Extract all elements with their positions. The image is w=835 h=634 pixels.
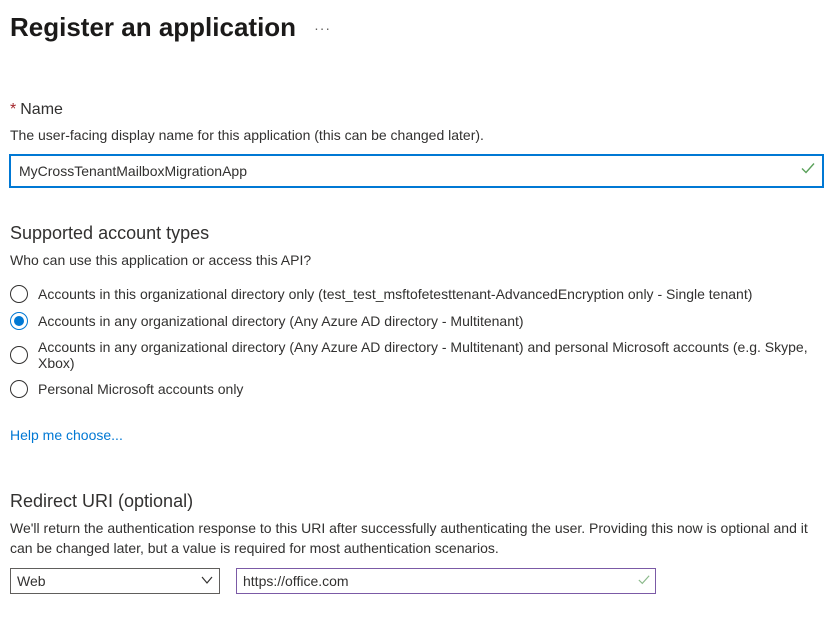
- account-type-option-2[interactable]: Accounts in any organizational directory…: [10, 335, 825, 376]
- chevron-down-icon: [201, 573, 213, 589]
- platform-dropdown-value: Web: [17, 573, 46, 589]
- account-type-option-0[interactable]: Accounts in this organizational director…: [10, 281, 825, 308]
- account-type-option-label: Personal Microsoft accounts only: [38, 381, 243, 397]
- account-type-option-label: Accounts in this organizational director…: [38, 286, 752, 302]
- name-helper-text: The user-facing display name for this ap…: [10, 125, 825, 145]
- name-label-text: Name: [20, 101, 63, 118]
- account-type-option-label: Accounts in any organizational directory…: [38, 313, 524, 329]
- redirect-heading: Redirect URI (optional): [10, 491, 825, 512]
- account-types-heading: Supported account types: [10, 223, 825, 244]
- redirect-uri-input[interactable]: [236, 568, 656, 594]
- help-me-choose-link[interactable]: Help me choose...: [10, 427, 123, 443]
- name-input[interactable]: [10, 155, 823, 187]
- radio-icon: [10, 346, 28, 364]
- required-asterisk: *: [10, 101, 16, 118]
- account-type-option-3[interactable]: Personal Microsoft accounts only: [10, 376, 825, 403]
- platform-dropdown[interactable]: Web: [10, 568, 220, 594]
- name-label: *Name: [10, 101, 825, 119]
- radio-icon: [10, 285, 28, 303]
- radio-icon: [10, 380, 28, 398]
- account-types-helper: Who can use this application or access t…: [10, 250, 825, 270]
- radio-icon: [10, 312, 28, 330]
- account-type-option-1[interactable]: Accounts in any organizational directory…: [10, 308, 825, 335]
- account-type-option-label: Accounts in any organizational directory…: [38, 339, 825, 371]
- page-title: Register an application: [10, 12, 296, 43]
- more-actions-button[interactable]: ···: [314, 20, 331, 36]
- account-types-radio-group: Accounts in this organizational director…: [10, 281, 825, 403]
- redirect-helper: We'll return the authentication response…: [10, 518, 823, 559]
